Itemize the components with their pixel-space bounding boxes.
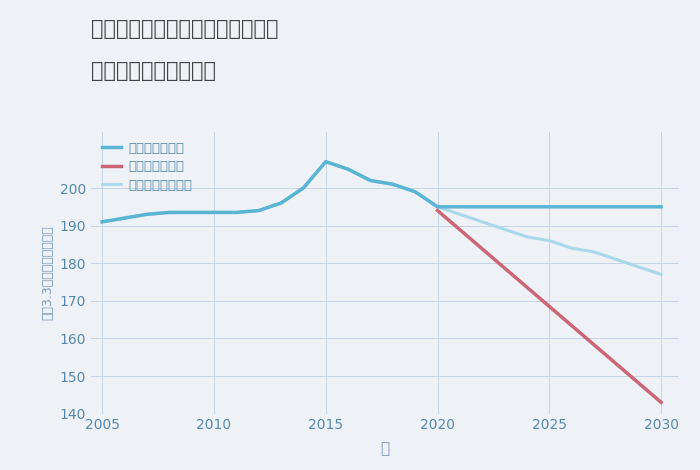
Text: 中古戸建ての価格推移: 中古戸建ての価格推移 <box>91 61 216 81</box>
Legend: グッドシナリオ, バッドシナリオ, ノーマルシナリオ: グッドシナリオ, バッドシナリオ, ノーマルシナリオ <box>97 138 196 196</box>
X-axis label: 年: 年 <box>380 441 390 456</box>
Y-axis label: 坪（3.3㎡）単価（万円）: 坪（3.3㎡）単価（万円） <box>41 225 54 320</box>
Text: 神奈川県川崎市中原区下小田中の: 神奈川県川崎市中原区下小田中の <box>91 19 279 39</box>
